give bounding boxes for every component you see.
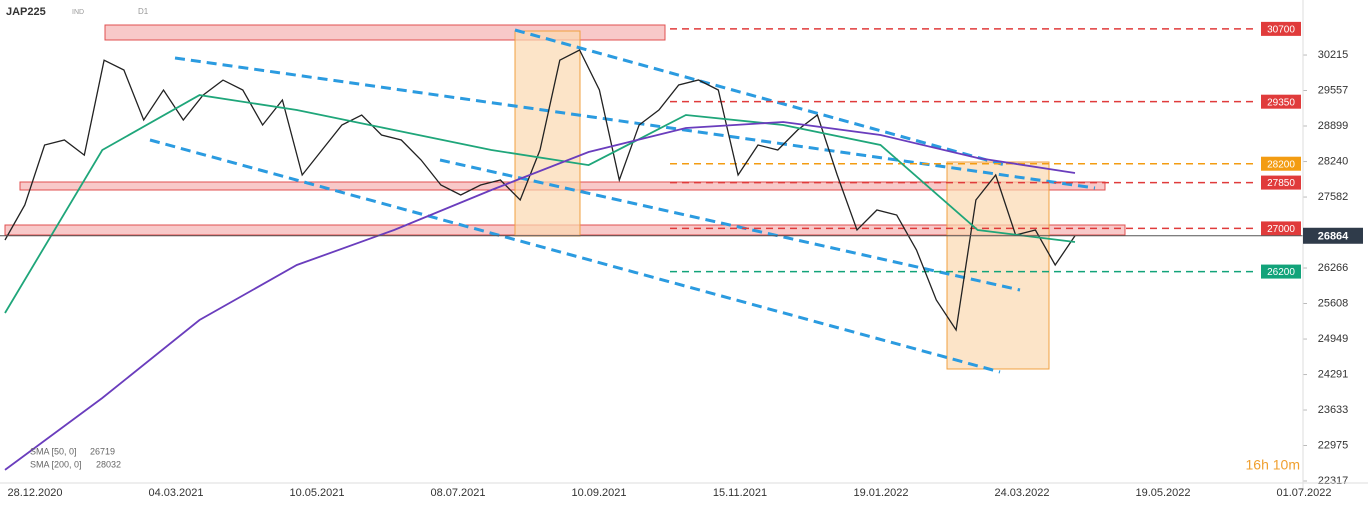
- y-tick-label: 28240: [1318, 155, 1349, 167]
- channel-line: [439, 158, 1021, 292]
- sma-value: 28032: [96, 459, 121, 469]
- x-tick-label: 10.09.2021: [571, 487, 626, 499]
- level-label: 27850: [1267, 178, 1295, 189]
- x-tick-label: 15.11.2021: [713, 487, 767, 499]
- zone: [514, 30, 581, 237]
- level-label-bg: [1261, 264, 1301, 279]
- timeframe: D1: [138, 7, 149, 16]
- y-tick-label: 27582: [1318, 191, 1349, 203]
- y-tick-label: 29557: [1318, 84, 1349, 96]
- level-label: 29350: [1267, 97, 1295, 108]
- level-label-bg: [1261, 156, 1301, 171]
- level-label-bg: [1261, 175, 1301, 190]
- y-tick-label: 22975: [1318, 439, 1349, 451]
- y-tick-label: 22317: [1318, 475, 1349, 487]
- plot: [0, 49, 1303, 471]
- level-label-bg: [1261, 221, 1301, 236]
- sma-value: 26719: [90, 446, 115, 456]
- sma-name: SMA [200, 0]: [30, 459, 82, 469]
- zone: [946, 161, 1050, 370]
- level-label: 30700: [1267, 25, 1295, 36]
- sma-name: SMA [50, 0]: [30, 446, 77, 456]
- symbol: JAP225: [6, 6, 46, 18]
- x-tick-label: 08.07.2021: [430, 487, 485, 499]
- y-tick-label: 26266: [1318, 262, 1349, 274]
- sma-line: [4, 94, 1076, 314]
- x-tick-label: 19.01.2022: [853, 487, 908, 499]
- x-tick-label: 28.12.2020: [7, 487, 62, 499]
- market: IND: [72, 9, 84, 16]
- x-tick-label: 04.03.2021: [148, 487, 203, 499]
- y-tick-label: 24291: [1318, 368, 1349, 380]
- level-label-bg: [1261, 21, 1301, 36]
- annotations: [4, 24, 1126, 374]
- x-tick-label: 10.05.2021: [289, 487, 344, 499]
- y-tick-label: 24949: [1318, 333, 1349, 345]
- x-tick-label: 01.07.2022: [1276, 487, 1331, 499]
- y-tick-label: 30215: [1318, 49, 1349, 61]
- current-price-label: 26864: [1318, 231, 1349, 243]
- y-tick-label: 25608: [1318, 297, 1349, 309]
- channel-line: [149, 138, 1001, 374]
- zone: [104, 24, 666, 41]
- timer: 16h 10m: [1246, 457, 1300, 473]
- y-tick-label: 28899: [1318, 120, 1349, 132]
- level-label: 26200: [1267, 267, 1295, 278]
- sma-line: [4, 121, 1076, 471]
- level-label: 28200: [1267, 159, 1295, 170]
- level-label-bg: [1261, 94, 1301, 109]
- price-line: [4, 49, 1076, 332]
- x-tick-label: 19.05.2022: [1135, 487, 1190, 499]
- channel-line: [174, 56, 1096, 190]
- x-tick-label: 24.03.2022: [994, 487, 1049, 499]
- sma-legend: SMA [50, 0] 26719 SMA [200, 0] 28032: [30, 446, 121, 469]
- y-tick-label: 23633: [1318, 404, 1349, 416]
- levels: 30700 29350 28200 27850 27000 26200: [670, 21, 1301, 279]
- current-price-bg: [1303, 227, 1363, 244]
- level-label: 27000: [1267, 224, 1295, 235]
- channel-line: [514, 28, 1006, 167]
